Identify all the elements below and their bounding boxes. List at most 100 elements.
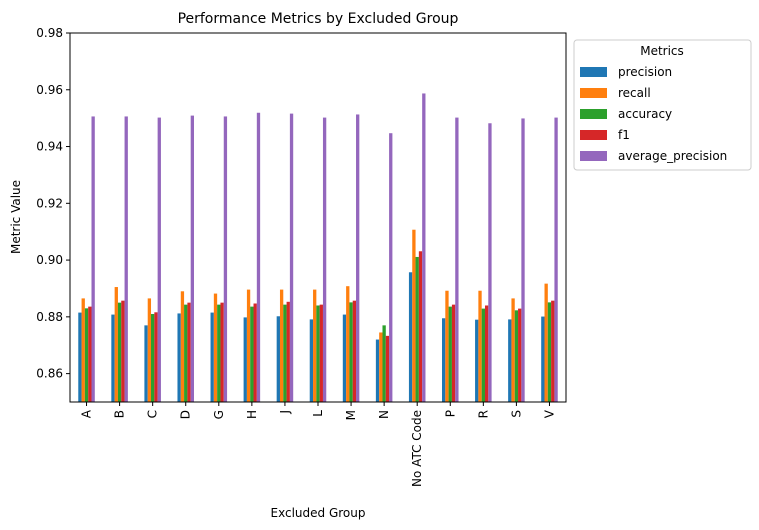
bar-accuracy-p [448,306,452,402]
bar-f1-b [121,300,125,402]
bar-recall-j [279,289,284,402]
x-tick-label: No ATC Code [410,410,424,487]
bar-accuracy-b [117,302,122,402]
bar-accuracy-d [184,304,188,402]
x-tick-label: A [80,409,94,418]
bar-recall-a [81,298,85,402]
x-tick-label: M [344,410,358,420]
bar-precision-v [541,316,545,402]
legend-swatch-recall [580,88,607,98]
bar-recall-c [147,298,152,402]
bar-accuracy-l [316,305,320,402]
chart-title: Performance Metrics by Excluded Group [178,11,459,27]
bar-precision-r [475,319,479,402]
x-tick-label: D [179,410,193,419]
bar-accuracy-c [151,314,155,402]
bar-average_precision-no-atc-code [422,93,426,403]
y-axis: 0.86 0.88 0.90 0.92 0.94 0.96 0.98 [36,26,70,381]
legend-title: Metrics [640,44,684,58]
legend-label-recall: recall [618,86,651,100]
bar-precision-d [177,313,181,402]
bar-accuracy-no-atc-code [415,256,419,402]
x-tick-label: L [311,410,325,417]
bar-recall-m [346,286,350,402]
bar-recall-v [544,283,548,402]
y-tick-label: 0.86 [36,367,63,381]
bar-accuracy-v [547,302,552,402]
bar-precision-h [243,317,247,402]
legend-label-f1: f1 [618,128,630,142]
legend-swatch-average_precision [580,151,607,161]
bar-f1-no-atc-code [418,251,423,402]
bar-f1-m [352,300,357,402]
bar-recall-h [246,289,251,402]
bar-precision-a [78,312,82,402]
y-tick-label: 0.98 [36,26,63,40]
bar-precision-no-atc-code [408,272,413,402]
bar-precision-j [276,316,280,402]
y-tick-label: 0.88 [36,310,63,324]
bar-f1-c [154,312,158,402]
bar-precision-g [210,312,214,402]
bar-average_precision-h [256,112,261,402]
x-tick-label: N [377,410,391,419]
bar-average_precision-l [322,117,327,402]
x-axis: A B C D G H J L M N No ATC Code P R S V [80,402,556,487]
x-tick-label: H [245,410,259,419]
bar-average_precision-r [488,123,492,402]
y-tick-label: 0.92 [36,196,63,210]
x-tick-label: C [146,410,160,418]
bars-layer [78,93,558,403]
bar-f1-r [484,305,489,402]
y-axis-label: Metric Value [9,180,23,254]
bar-precision-n [375,339,380,402]
bar-f1-v [551,300,555,402]
bar-f1-h [253,303,257,402]
bar-accuracy-r [481,308,485,402]
bar-recall-n [379,332,383,402]
bar-average_precision-m [356,114,360,403]
bar-precision-l [309,319,314,402]
x-tick-label: G [212,410,226,419]
bar-recall-d [180,291,185,402]
x-tick-label: V [542,409,556,418]
bar-f1-j [286,301,290,402]
bar-average_precision-p [455,117,459,402]
legend-label-accuracy: accuracy [618,107,672,121]
bar-precision-s [508,319,512,402]
bar-f1-a [88,306,92,402]
legend: Metrics precision recall accuracy f1 average… [573,39,752,171]
x-tick-label: R [476,410,490,418]
bar-precision-p [442,318,446,402]
bar-precision-b [111,314,115,402]
bar-precision-m [342,314,347,402]
bar-recall-s [511,298,515,402]
x-axis-label: Excluded Group [271,506,366,520]
bar-average_precision-n [389,133,393,402]
bar-recall-no-atc-code [412,229,416,402]
x-tick-label: J [278,410,292,415]
bar-recall-l [313,289,317,402]
legend-swatch-f1 [580,130,607,140]
bar-average_precision-b [124,116,128,402]
bar-recall-g [213,293,218,402]
bar-recall-r [478,290,482,402]
y-tick-label: 0.96 [36,83,63,97]
bar-f1-d [187,302,191,402]
bar-recall-b [114,287,118,402]
bar-accuracy-a [84,308,89,402]
bar-accuracy-s [514,310,519,402]
legend-label-precision: precision [618,65,672,79]
legend-label-average_precision: average_precision [618,149,727,163]
bar-f1-s [518,308,522,402]
bar-average_precision-c [157,117,161,402]
y-tick-label: 0.90 [36,253,63,267]
bar-f1-l [319,304,323,402]
bar-average_precision-d [190,115,194,402]
legend-box [573,39,752,171]
bar-accuracy-j [283,304,287,402]
y-tick-label: 0.94 [36,140,63,154]
bar-average_precision-v [554,117,558,402]
bar-accuracy-m [349,302,353,402]
